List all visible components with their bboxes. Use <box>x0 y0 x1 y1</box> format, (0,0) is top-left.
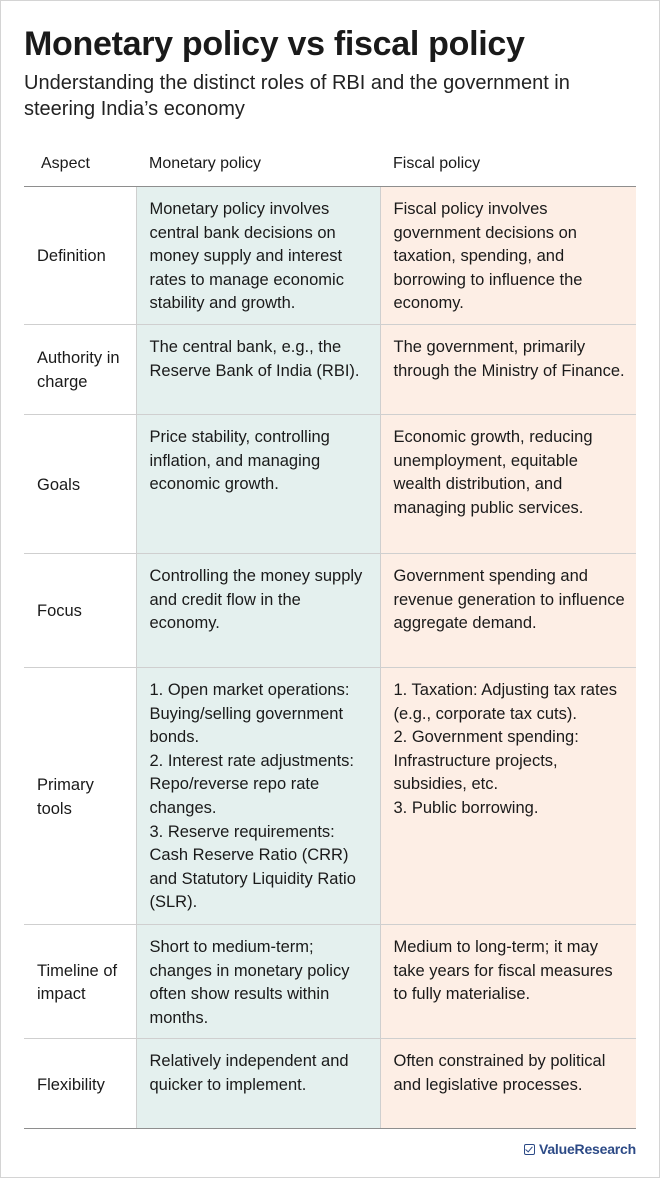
table-header-row: Aspect Monetary policy Fiscal policy <box>24 142 636 187</box>
page-title: Monetary policy vs fiscal policy <box>24 25 525 63</box>
monetary-cell: Short to medium-term; changes in monetar… <box>135 924 381 1040</box>
monetary-cell: 1. Open market operations: Buying/sellin… <box>135 667 381 925</box>
fiscal-cell: The government, primarily through the Mi… <box>380 324 636 415</box>
table-row: Focus Controlling the money supply and c… <box>24 553 636 668</box>
logo-text: ValueResearch <box>538 1141 636 1157</box>
monetary-text: Controlling the money supply and credit … <box>149 567 363 633</box>
monetary-cell: Price stability, controlling inflation, … <box>135 414 381 554</box>
header-fiscal-policy: Fiscal policy <box>380 142 636 187</box>
fiscal-text: Government spending and revenue generati… <box>393 567 625 633</box>
monetary-text: Monetary policy involves central bank de… <box>149 200 344 313</box>
comparison-table: Aspect Monetary policy Fiscal policy Def… <box>24 142 636 1130</box>
aspect-cell: Focus <box>24 553 136 668</box>
fiscal-text: Economic growth, reducing unemployment, … <box>393 428 593 517</box>
aspect-cell: Goals <box>24 414 136 554</box>
fiscal-text: The government, primarily through the Mi… <box>393 338 625 380</box>
check-box-icon <box>523 1143 535 1155</box>
table-row: Goals Price stability, controlling infla… <box>24 414 636 554</box>
table-row: Authority in charge The central bank, e.… <box>24 324 636 415</box>
table-row: Flexibility Relatively independent and q… <box>24 1038 636 1130</box>
fiscal-text: Medium to long-term; it may take years f… <box>393 938 613 1004</box>
monetary-cell: Relatively independent and quicker to im… <box>135 1038 381 1130</box>
fiscal-text: 1. Taxation: Adjusting tax rates (e.g., … <box>393 681 618 817</box>
header-aspect: Aspect <box>24 142 136 187</box>
monetary-text: The central bank, e.g., the Reserve Bank… <box>149 338 360 380</box>
monetary-text: 1. Open market operations: Buying/sellin… <box>149 681 356 912</box>
table-row: Timeline of impact Short to medium-term;… <box>24 924 636 1040</box>
aspect-cell: Definition <box>24 186 136 325</box>
fiscal-text: Fiscal policy involves government decisi… <box>393 200 583 313</box>
monetary-text: Short to medium-term; changes in monetar… <box>149 938 350 1027</box>
fiscal-cell: Economic growth, reducing unemployment, … <box>380 414 636 554</box>
monetary-cell: The central bank, e.g., the Reserve Bank… <box>135 324 381 415</box>
fiscal-cell: Medium to long-term; it may take years f… <box>380 924 636 1040</box>
monetary-cell: Monetary policy involves central bank de… <box>135 186 381 325</box>
aspect-cell: Authority in charge <box>24 324 136 415</box>
fiscal-cell: Fiscal policy involves government decisi… <box>380 186 636 325</box>
aspect-cell: Primary tools <box>24 667 136 925</box>
fiscal-cell: Government spending and revenue generati… <box>380 553 636 668</box>
monetary-cell: Controlling the money supply and credit … <box>135 553 381 668</box>
page-subtitle: Understanding the distinct roles of RBI … <box>24 72 570 120</box>
table-row: Definition Monetary policy involves cent… <box>24 186 636 325</box>
monetary-text: Price stability, controlling inflation, … <box>149 428 330 494</box>
aspect-cell: Flexibility <box>24 1038 136 1130</box>
fiscal-text: Often constrained by political and legis… <box>393 1052 606 1094</box>
table-row: Primary tools 1. Open market operations:… <box>24 667 636 925</box>
fiscal-cell: Often constrained by political and legis… <box>380 1038 636 1130</box>
aspect-cell: Timeline of impact <box>24 924 136 1040</box>
value-research-logo: ValueResearch <box>523 1141 636 1157</box>
header-monetary-policy: Monetary policy <box>136 142 380 187</box>
fiscal-cell: 1. Taxation: Adjusting tax rates (e.g., … <box>380 667 636 925</box>
monetary-text: Relatively independent and quicker to im… <box>149 1052 349 1094</box>
